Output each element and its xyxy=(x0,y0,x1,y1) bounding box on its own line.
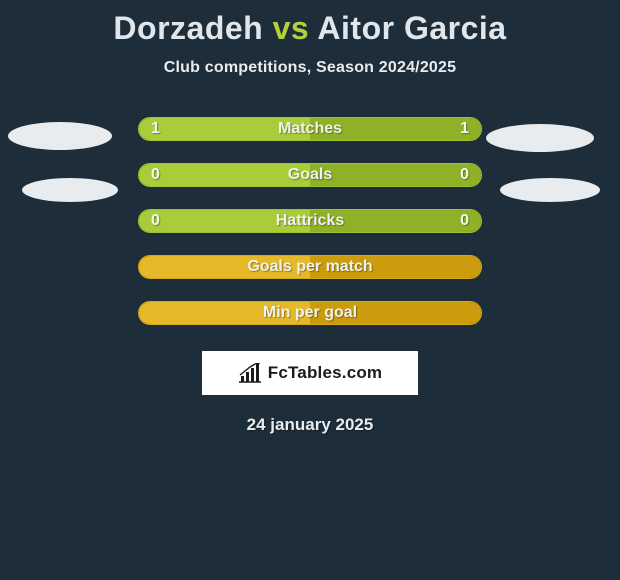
stat-fill-right xyxy=(310,164,481,186)
stat-label: Matches xyxy=(278,120,342,138)
stat-value-right: 0 xyxy=(460,166,469,184)
stat-row: 0 Goals 0 xyxy=(138,163,482,187)
stat-label: Goals xyxy=(288,166,332,184)
stat-value-left: 0 xyxy=(151,166,160,184)
decorative-ellipse xyxy=(22,178,118,202)
decorative-ellipse xyxy=(500,178,600,202)
title-right-player: Aitor Garcia xyxy=(317,10,506,46)
comparison-card: Dorzadeh vs Aitor Garcia Club competitio… xyxy=(0,0,620,580)
bar-chart-icon xyxy=(238,363,262,383)
stat-value-right: 1 xyxy=(460,120,469,138)
stat-row: 1 Matches 1 xyxy=(138,117,482,141)
decorative-ellipse xyxy=(8,122,112,150)
logo-text: FcTables.com xyxy=(268,363,383,383)
decorative-ellipse xyxy=(486,124,594,152)
title-vs: vs xyxy=(273,10,310,46)
stat-row: Goals per match xyxy=(138,255,482,279)
title-left-player: Dorzadeh xyxy=(113,10,263,46)
stat-fill-left xyxy=(139,164,310,186)
stat-label: Min per goal xyxy=(263,304,357,322)
stat-label: Hattricks xyxy=(276,212,344,230)
stat-label: Goals per match xyxy=(247,258,372,276)
subtitle: Club competitions, Season 2024/2025 xyxy=(164,59,456,77)
stat-row: Min per goal xyxy=(138,301,482,325)
stat-value-left: 0 xyxy=(151,212,160,230)
stat-value-left: 1 xyxy=(151,120,160,138)
page-title: Dorzadeh vs Aitor Garcia xyxy=(113,10,506,47)
stat-row: 0 Hattricks 0 xyxy=(138,209,482,233)
stat-value-right: 0 xyxy=(460,212,469,230)
logo-box: FcTables.com xyxy=(202,351,418,395)
date-label: 24 january 2025 xyxy=(247,415,374,435)
